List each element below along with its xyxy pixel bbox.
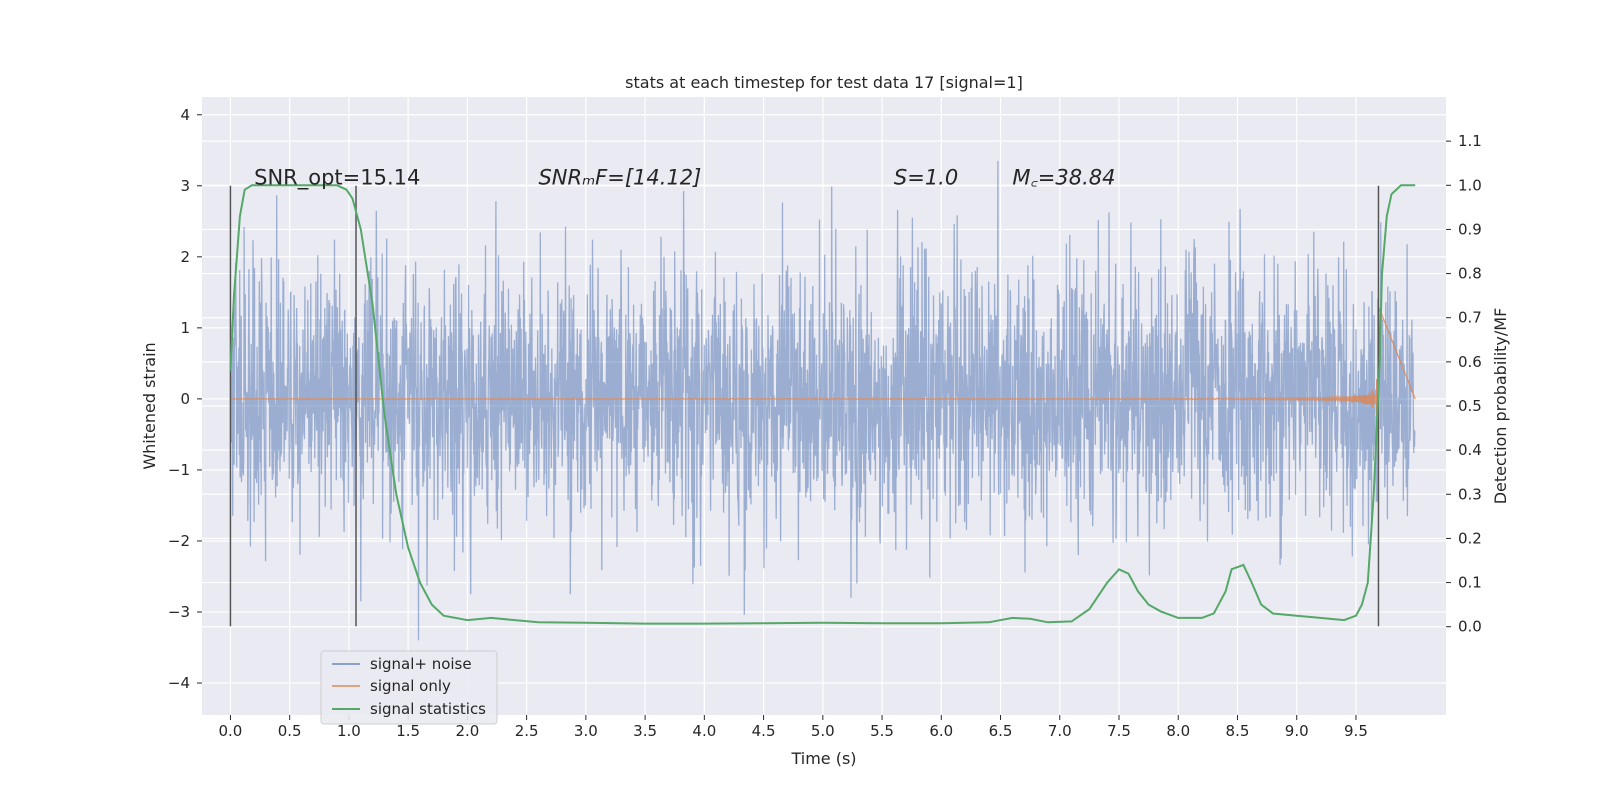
y-right-tick-label: 1.0	[1458, 176, 1482, 194]
x-tick-label: 9.5	[1344, 722, 1368, 740]
series-signal-only	[230, 305, 1416, 416]
series-signal-plus-noise	[229, 160, 1416, 641]
y-right-tick-label: 0.8	[1458, 265, 1482, 283]
y-axis-label: Whitened strain	[140, 342, 159, 469]
x-tick-label: 1.5	[396, 722, 420, 740]
statistics-line	[229, 184, 1416, 625]
x-tick-label: 7.0	[1048, 722, 1072, 740]
x-tick-label: 4.0	[692, 722, 716, 740]
x-axis: 0.0 0.5 1.0 1.5 2.0 2.5 3.0 3.5 4.0 4.5 5.0 5.5 6.0 6…	[219, 715, 1368, 740]
y-tick-label: −1	[168, 461, 190, 479]
y-tick-label: 1	[180, 319, 190, 337]
x-tick-label: 3.0	[574, 722, 598, 740]
y-right-tick-label: 0.1	[1458, 574, 1482, 592]
annotation-text: SNRₘF=[14.12]	[538, 165, 701, 189]
x-tick-label: 8.0	[1166, 722, 1190, 740]
annotation-text: S=1.0	[894, 165, 958, 189]
legend-box	[320, 650, 498, 725]
x-tick-label: 3.5	[633, 722, 657, 740]
x-tick-label: 4.5	[752, 722, 776, 740]
y-axis-right: 1.1 1.0 0.9 0.8 0.7 0.6 0.5 0.4 0.3 0.2 0.1 0.0	[1446, 132, 1482, 636]
x-tick-label: 6.5	[989, 722, 1013, 740]
noise-trace	[229, 160, 1416, 641]
y-right-tick-label: 0.9	[1458, 220, 1482, 238]
signal-trace	[230, 305, 1416, 416]
x-tick-label: 6.0	[929, 722, 953, 740]
x-tick-label: 9.0	[1285, 722, 1309, 740]
series-signal-statistics	[229, 184, 1416, 625]
annotation-text: M꜀=38.84	[1012, 165, 1115, 189]
x-tick-label: 2.5	[515, 722, 539, 740]
y-tick-label: 2	[180, 248, 190, 266]
y-right-tick-label: 0.5	[1458, 397, 1482, 415]
x-tick-label: 5.0	[811, 722, 835, 740]
y-tick-label: 0	[180, 390, 190, 408]
y-right-tick-label: 0.7	[1458, 309, 1482, 327]
y-right-tick-label: 0.4	[1458, 441, 1482, 459]
y-right-tick-label: 0.0	[1458, 618, 1482, 636]
x-tick-label: 2.0	[455, 722, 479, 740]
legend-label-signal: signal only	[370, 677, 451, 695]
y-tick-label: −4	[168, 674, 190, 692]
x-tick-label: 0.5	[278, 722, 302, 740]
y-tick-label: −3	[168, 603, 190, 621]
y-tick-label: 3	[180, 177, 190, 195]
legend-label-statistics: signal statistics	[370, 700, 486, 718]
x-tick-label: 1.0	[337, 722, 361, 740]
y-right-tick-label: 1.1	[1458, 132, 1482, 150]
x-tick-label: 7.5	[1107, 722, 1131, 740]
y-axis-right-label: Detection probability/MF	[1491, 308, 1510, 505]
x-axis-label: Time (s)	[790, 749, 856, 768]
annotation-text: SNR_opt=15.14	[254, 165, 420, 190]
x-tick-label: 5.5	[870, 722, 894, 740]
x-tick-label: 8.5	[1226, 722, 1250, 740]
y-right-tick-label: 0.2	[1458, 529, 1482, 547]
x-tick-label: 0.0	[219, 722, 243, 740]
y-right-tick-label: 0.6	[1458, 353, 1482, 371]
legend-label-noise: signal+ noise	[370, 655, 472, 673]
y-tick-label: 4	[180, 106, 190, 124]
y-tick-label: −2	[168, 532, 190, 550]
chart-title: stats at each timestep for test data 17 …	[625, 73, 1023, 92]
annotations: SNR_opt=15.14 SNRₘF=[14.12] S=1.0 M꜀=38.84	[254, 165, 1115, 190]
legend: signal+ noise signal only signal statist…	[320, 650, 498, 725]
y-axis-left: 4 3 2 1 0 −1 −2 −3 −4	[168, 106, 202, 692]
y-right-tick-label: 0.3	[1458, 485, 1482, 503]
